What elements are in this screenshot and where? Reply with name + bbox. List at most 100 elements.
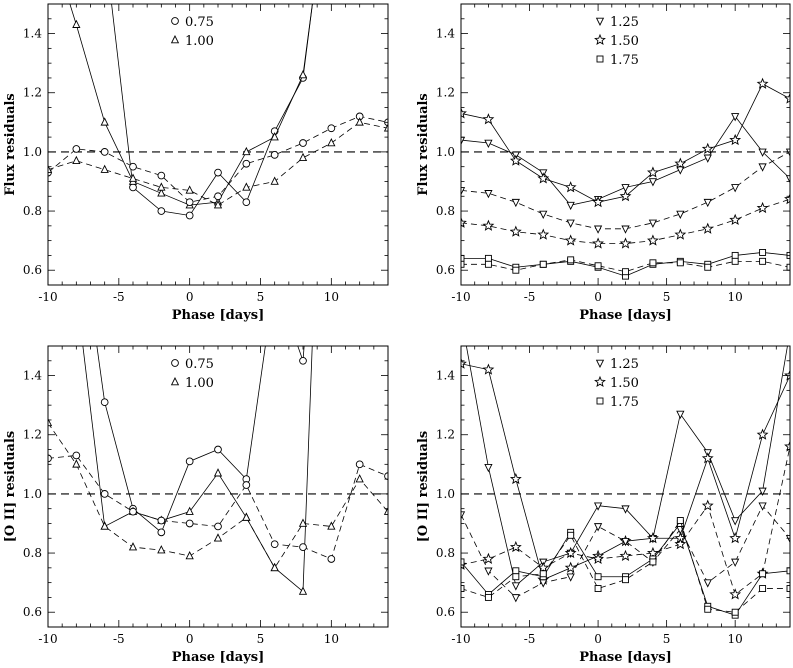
data-point bbox=[509, 472, 522, 485]
data-point bbox=[157, 528, 166, 537]
data-point bbox=[758, 502, 767, 511]
data-point bbox=[592, 552, 604, 564]
y-axis-title: Flux residuals bbox=[3, 93, 18, 196]
data-point bbox=[703, 198, 712, 208]
x-tick-label: 10 bbox=[324, 632, 339, 646]
data-point bbox=[564, 561, 577, 573]
data-point bbox=[355, 117, 364, 126]
data-point bbox=[731, 113, 740, 122]
y-tick-label: 0.6 bbox=[436, 605, 455, 619]
series-line bbox=[461, 446, 790, 596]
data-point bbox=[649, 259, 657, 267]
x-tick-label: 5 bbox=[257, 290, 265, 304]
data-point bbox=[100, 148, 109, 156]
series-1.00-dashed bbox=[48, 417, 388, 572]
x-axis-title: Phase [days] bbox=[579, 308, 671, 323]
data-point bbox=[509, 540, 522, 553]
legend-marker bbox=[171, 17, 179, 25]
data-point bbox=[649, 558, 657, 566]
legend-label: 1.00 bbox=[185, 34, 214, 49]
y-tick-label: 0.8 bbox=[23, 204, 42, 218]
data-point bbox=[482, 552, 495, 564]
x-tick-label: 0 bbox=[594, 290, 602, 304]
data-point bbox=[511, 198, 520, 208]
data-point bbox=[731, 558, 740, 567]
data-point bbox=[299, 543, 307, 551]
data-point bbox=[72, 451, 81, 460]
series-1.00-solid bbox=[69, 4, 313, 209]
x-tick-label: 5 bbox=[663, 290, 671, 304]
data-point bbox=[786, 567, 790, 575]
data-point bbox=[242, 198, 251, 207]
data-point bbox=[703, 579, 712, 588]
y-tick-label: 1.0 bbox=[436, 145, 455, 159]
data-point bbox=[509, 154, 522, 166]
series-0.75-solid bbox=[111, 4, 313, 220]
data-point bbox=[539, 260, 547, 268]
data-point bbox=[594, 573, 602, 581]
data-point bbox=[785, 535, 790, 544]
plot-area bbox=[461, 346, 790, 619]
data-point bbox=[647, 532, 659, 544]
data-point bbox=[674, 228, 687, 240]
legend-marker bbox=[595, 359, 605, 369]
data-point bbox=[355, 474, 364, 483]
data-point bbox=[756, 77, 769, 89]
data-point bbox=[461, 216, 467, 228]
legend-label: 1.25 bbox=[610, 15, 639, 30]
data-point bbox=[185, 506, 194, 515]
data-point bbox=[242, 512, 251, 521]
data-point bbox=[784, 92, 790, 104]
data-point bbox=[756, 428, 769, 440]
legend-marker bbox=[595, 17, 605, 27]
y-tick-label: 1.0 bbox=[23, 145, 42, 159]
data-point bbox=[484, 464, 493, 473]
data-point bbox=[214, 445, 222, 454]
data-point bbox=[461, 558, 465, 566]
data-point bbox=[185, 211, 194, 220]
data-point bbox=[758, 487, 767, 496]
data-point bbox=[270, 132, 279, 141]
y-tick-label: 0.8 bbox=[436, 546, 455, 560]
data-point bbox=[129, 162, 137, 171]
legend-marker bbox=[596, 397, 604, 405]
y-axis-title: Flux residuals bbox=[416, 93, 431, 196]
data-point bbox=[100, 521, 109, 530]
x-tick-label: -10 bbox=[451, 290, 470, 304]
data-point bbox=[676, 166, 685, 175]
data-point bbox=[185, 198, 194, 207]
x-tick-label: -10 bbox=[38, 632, 57, 646]
data-point bbox=[461, 585, 465, 592]
plot-area bbox=[461, 77, 790, 280]
x-tick-label: 0 bbox=[186, 632, 194, 646]
chart-panel-4: -10 -5 0 5 10 0.6 0.8 1.0 1.2 1.4 Phase [days] [O I… bbox=[416, 345, 791, 665]
data-point bbox=[511, 582, 520, 591]
data-point bbox=[539, 570, 547, 578]
y-axis-title: [O II] residuals bbox=[3, 431, 18, 542]
y-tick-label: 1.4 bbox=[436, 369, 455, 383]
data-point bbox=[213, 468, 223, 477]
data-point bbox=[619, 237, 632, 249]
data-point bbox=[185, 551, 194, 560]
data-point bbox=[729, 133, 742, 146]
data-point bbox=[593, 523, 603, 532]
data-point bbox=[784, 369, 790, 381]
legend-marker bbox=[171, 359, 179, 367]
plot-frame bbox=[47, 3, 389, 286]
data-point bbox=[786, 263, 790, 271]
x-tick-label: 5 bbox=[257, 632, 265, 646]
data-point bbox=[567, 531, 575, 539]
data-point bbox=[72, 19, 81, 28]
legend: 0.75 1.00 bbox=[170, 15, 214, 49]
data-point bbox=[621, 537, 630, 547]
data-point bbox=[242, 159, 251, 168]
legend-label: 1.00 bbox=[185, 376, 214, 391]
data-point bbox=[185, 519, 194, 528]
x-tick-label: 10 bbox=[728, 632, 743, 646]
data-point bbox=[567, 256, 575, 264]
series-line bbox=[461, 198, 790, 244]
ticks bbox=[47, 345, 389, 628]
data-point bbox=[621, 184, 630, 193]
data-point bbox=[674, 157, 687, 169]
data-point bbox=[157, 207, 166, 215]
